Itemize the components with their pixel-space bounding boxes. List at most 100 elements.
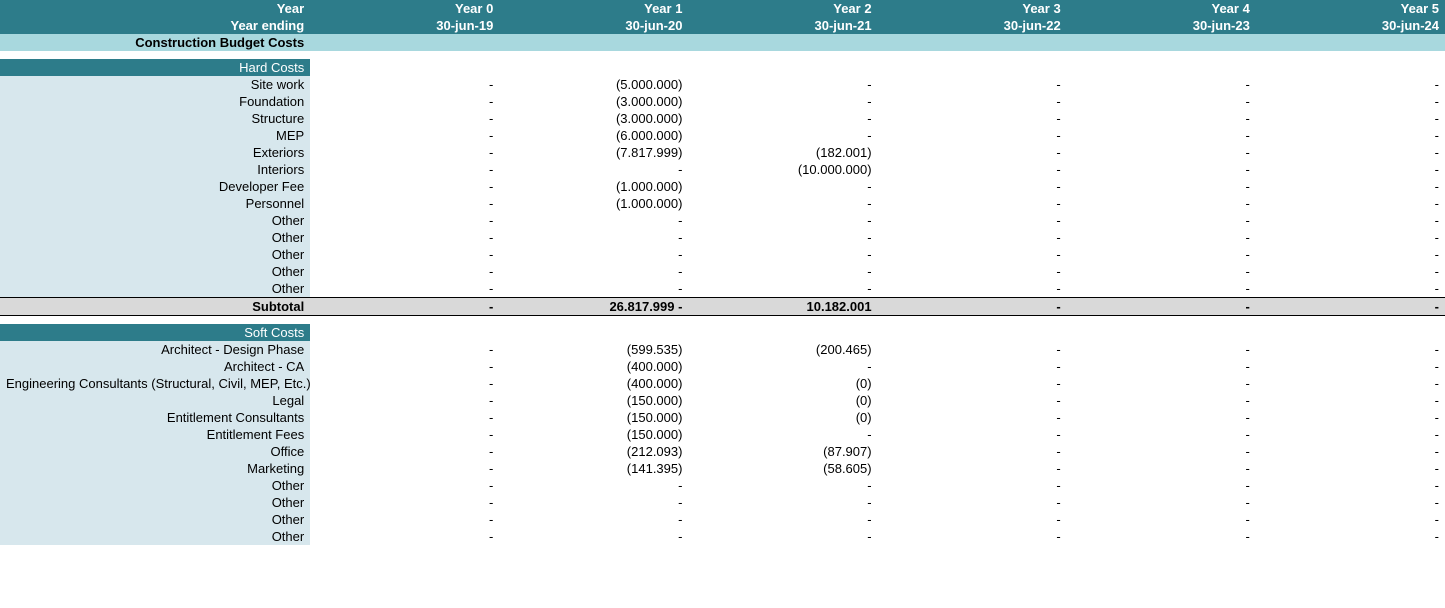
hard-cost-row: Site work-(5.000.000)---- xyxy=(0,76,1445,93)
cell-value: - xyxy=(1256,477,1445,494)
header-year-row: Year Year 0 Year 1 Year 2 Year 3 Year 4 … xyxy=(0,0,1445,17)
cell-value: - xyxy=(310,178,499,195)
cell-value: (6.000.000) xyxy=(499,127,688,144)
cell-value: - xyxy=(310,246,499,263)
cell-value: - xyxy=(878,460,1067,477)
row-label: Interiors xyxy=(0,161,310,178)
cell-value: - xyxy=(1256,392,1445,409)
row-label: Architect - Design Phase xyxy=(0,341,310,358)
date-2: 30-jun-21 xyxy=(688,17,877,34)
cell-value: - xyxy=(878,426,1067,443)
row-label: Other xyxy=(0,246,310,263)
cell-value: - xyxy=(1256,511,1445,528)
hard-cost-row: Structure-(3.000.000)---- xyxy=(0,110,1445,127)
date-5: 30-jun-24 xyxy=(1256,17,1445,34)
cell-value: - xyxy=(310,212,499,229)
date-0: 30-jun-19 xyxy=(310,17,499,34)
soft-cost-row: Legal-(150.000)(0)--- xyxy=(0,392,1445,409)
date-3: 30-jun-22 xyxy=(878,17,1067,34)
cell-value: - xyxy=(878,477,1067,494)
cell-value: - xyxy=(688,229,877,246)
soft-cost-row: Architect - CA-(400.000)---- xyxy=(0,358,1445,375)
hard-costs-title: Hard Costs xyxy=(0,59,310,76)
year-ending-label: Year ending xyxy=(0,17,310,34)
cell-value: - xyxy=(1067,409,1256,426)
cell-value: - xyxy=(310,341,499,358)
hard-cost-row: Other------ xyxy=(0,280,1445,298)
cell-value: - xyxy=(1256,212,1445,229)
cell-value: - xyxy=(310,477,499,494)
cell-value: - xyxy=(1067,443,1256,460)
hard-cost-row: Interiors--(10.000.000)--- xyxy=(0,161,1445,178)
cell-value: - xyxy=(310,195,499,212)
cell-value: - xyxy=(499,494,688,511)
cell-value: - xyxy=(310,93,499,110)
cell-value: - xyxy=(878,341,1067,358)
cell-value: - xyxy=(688,263,877,280)
hard-cost-row: Other------ xyxy=(0,263,1445,280)
row-label: Other xyxy=(0,494,310,511)
row-label: Office xyxy=(0,443,310,460)
cell-value: - xyxy=(878,358,1067,375)
cell-value: - xyxy=(1256,178,1445,195)
cell-value: - xyxy=(310,409,499,426)
cell-value: (182.001) xyxy=(688,144,877,161)
cell-value: - xyxy=(878,76,1067,93)
cell-value: - xyxy=(1256,280,1445,298)
cell-value: - xyxy=(1067,511,1256,528)
cell-value: - xyxy=(1256,426,1445,443)
cell-value: (58.605) xyxy=(688,460,877,477)
year-2: Year 2 xyxy=(688,0,877,17)
cell-value: - xyxy=(1067,178,1256,195)
cell-value: (0) xyxy=(688,375,877,392)
cell-value: - xyxy=(688,127,877,144)
cell-value: - xyxy=(878,161,1067,178)
cell-value: (212.093) xyxy=(499,443,688,460)
row-label: Other xyxy=(0,263,310,280)
row-label: Entitlement Fees xyxy=(0,426,310,443)
row-label: Structure xyxy=(0,110,310,127)
row-label: Other xyxy=(0,280,310,298)
cell-value: - xyxy=(1067,528,1256,545)
cell-value: - xyxy=(1256,93,1445,110)
cell-value: - xyxy=(1067,263,1256,280)
cell-value: - xyxy=(1067,494,1256,511)
hard-cost-row: Exteriors-(7.817.999)(182.001)--- xyxy=(0,144,1445,161)
soft-cost-row: Entitlement Consultants-(150.000)(0)--- xyxy=(0,409,1445,426)
row-label: Other xyxy=(0,511,310,528)
cell-value: - xyxy=(1067,229,1256,246)
cell-value: (150.000) xyxy=(499,392,688,409)
cell-value: - xyxy=(310,443,499,460)
cell-value: - xyxy=(1256,110,1445,127)
hard-cost-row: MEP-(6.000.000)---- xyxy=(0,127,1445,144)
year-3: Year 3 xyxy=(878,0,1067,17)
cell-value: - xyxy=(499,280,688,298)
section-title: Construction Budget Costs xyxy=(0,34,310,51)
cell-value: - xyxy=(1067,144,1256,161)
cell-value: - xyxy=(688,477,877,494)
cell-value: - xyxy=(1067,195,1256,212)
soft-cost-row: Architect - Design Phase-(599.535)(200.4… xyxy=(0,341,1445,358)
cell-value: - xyxy=(878,494,1067,511)
cell-value: - xyxy=(310,358,499,375)
subtotal-4: - xyxy=(1067,298,1256,316)
cell-value: - xyxy=(1256,341,1445,358)
section-title-row: Construction Budget Costs xyxy=(0,34,1445,51)
cell-value: - xyxy=(499,477,688,494)
cell-value: - xyxy=(688,528,877,545)
year-label: Year xyxy=(0,0,310,17)
cell-value: - xyxy=(688,358,877,375)
cell-value: (400.000) xyxy=(499,375,688,392)
row-label: Other xyxy=(0,212,310,229)
hard-costs-body: Site work-(5.000.000)----Foundation-(3.0… xyxy=(0,76,1445,298)
cell-value: - xyxy=(1256,229,1445,246)
cell-value: - xyxy=(1256,528,1445,545)
cell-value: - xyxy=(1067,212,1256,229)
cell-value: - xyxy=(310,127,499,144)
cell-value: - xyxy=(688,426,877,443)
cell-value: - xyxy=(878,212,1067,229)
cell-value: - xyxy=(1256,375,1445,392)
cell-value: - xyxy=(878,178,1067,195)
cell-value: - xyxy=(878,528,1067,545)
cell-value: - xyxy=(1256,494,1445,511)
